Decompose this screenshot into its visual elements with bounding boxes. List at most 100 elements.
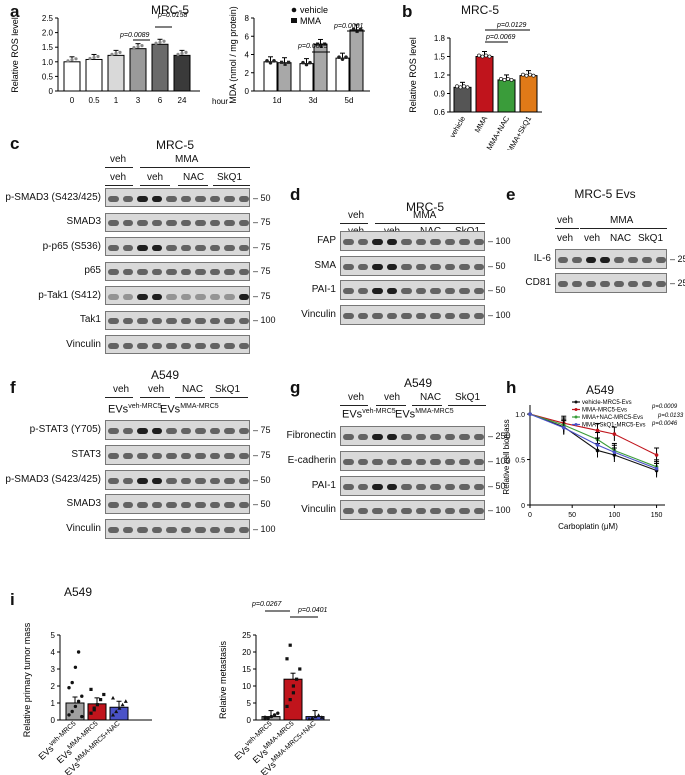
blot-band [372,312,383,319]
i-ytick-label: 4 [51,648,56,657]
blot-band [444,483,455,490]
header-underline [105,397,133,398]
i-dot [291,691,295,695]
blot-row-label: SMAD3 [66,216,101,227]
h-point [595,428,600,433]
a-right-xtick-label: 3d [309,96,318,105]
blot-band [430,288,441,294]
blot-band [108,293,119,300]
blot-band [122,452,133,459]
blot-header-f: veh [148,384,165,395]
blot-band [238,318,249,324]
b-xtick-label: MMA [473,115,490,135]
blot-band [137,477,148,484]
blot-band [238,428,249,434]
a-left-xtick-label: 1 [114,96,119,105]
blot-band [209,195,220,202]
blot-band [459,288,470,294]
blot-band [444,288,455,294]
blot-band [656,281,666,287]
blot-band [444,458,455,465]
blot-band [459,239,470,245]
blot-band [459,458,470,465]
blot-band [224,195,235,202]
blot-band [372,483,383,490]
i-dot [120,702,125,707]
blot-band [224,452,235,459]
h-legend-marker [574,415,578,419]
b-dot [487,54,492,59]
h-xtick-label: 0 [528,512,532,519]
a-right-bar-MMA [313,43,328,92]
a-right-dot [265,59,269,63]
blot-band [166,452,177,459]
blot-band [415,263,426,270]
mw-marker: – 75 [253,290,271,301]
b-dot [455,84,459,89]
mw-marker: – 75 [253,425,271,435]
blot-band [238,244,249,251]
blot-band [224,477,235,484]
b-ytick-label: 0.6 [434,108,446,117]
blot-band [459,508,470,515]
blot-band [122,477,133,484]
blot-band [151,502,162,509]
header-underline [105,185,133,186]
blot-band [209,452,220,459]
b-dot [477,53,481,58]
blot-header-c: veh [110,172,127,183]
blot-strip-f [105,444,250,465]
i-dot [99,698,103,702]
a-right-pval-2: p=0.0001 [333,23,363,30]
i-dot [310,715,315,720]
a-right-ytick-label: 4 [245,51,250,60]
blot-band [151,428,162,434]
i-dot [276,711,280,715]
blot-band [122,195,133,202]
a-right-ytick-label: 2 [245,69,250,78]
blot-band [459,263,470,270]
blot-band [238,477,249,484]
i-dot [307,716,311,721]
b-ytick-label: 1.5 [434,53,446,62]
i-ytick-label: 10 [242,682,251,691]
a-right-dot [301,60,305,65]
a-left-bar [151,43,169,92]
blot-band [195,452,206,459]
blot-band [224,342,235,349]
blot-band [108,477,119,484]
blot-strip-c [105,286,250,305]
blot-strip-c [105,310,250,330]
a-right-bar-vehicle [335,57,350,92]
a-left-xtick-label: 6 [158,96,163,105]
blot-band [151,452,162,459]
header-underline [412,405,442,406]
a-right-dot [337,55,341,59]
ev-label-base: EVs [342,408,363,421]
blot-band [372,239,383,245]
blot-band [166,502,177,509]
panel-i-title: A549 [63,585,93,599]
i-dot [76,699,81,703]
b-dot [458,85,463,90]
a-left-dot [74,57,78,61]
a-left-ytick-label: 1.5 [42,43,54,52]
i-dot [95,703,99,707]
blot-band [209,342,220,349]
blot-band [195,220,206,226]
blot-band [180,477,191,484]
a-left-dot [158,40,162,44]
blot-header-e: veh [557,233,574,244]
blot-band [180,452,191,459]
blot-band [180,428,191,434]
i-dot [269,714,274,719]
a-right-pval-1: p=0.0015 [297,43,327,50]
blot-band [166,527,177,534]
blot-band [180,502,191,509]
blot-band [386,288,397,294]
a-right-dot [308,60,312,65]
a-left-dot [114,51,118,55]
blot-band [180,269,191,275]
blot-header-c: SkQ1 [217,172,243,183]
blot-header-c: veh [147,172,164,183]
